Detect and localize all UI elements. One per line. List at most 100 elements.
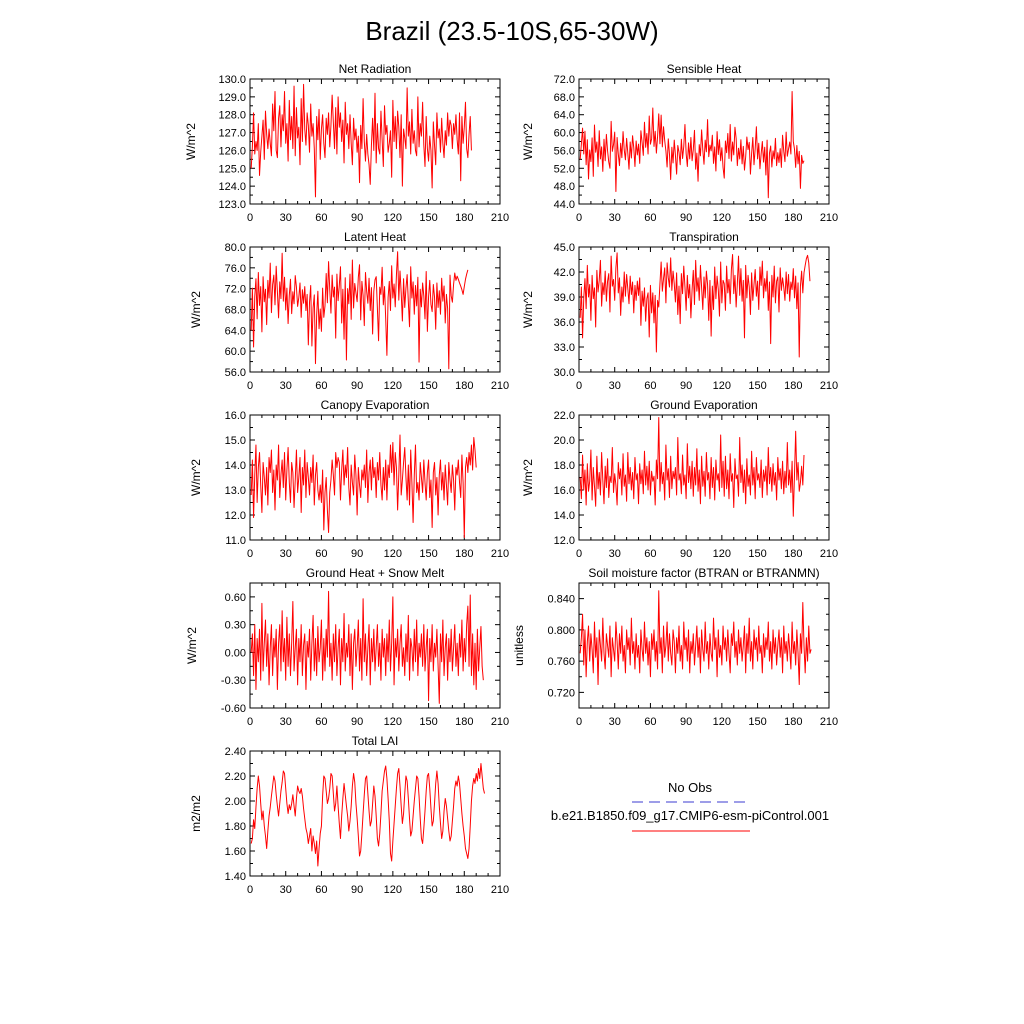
y-axis-label: W/m^2 [185, 627, 199, 664]
y-tick-label: 64.0 [554, 110, 575, 122]
x-tick-label: 90 [351, 380, 363, 392]
x-tick-label: 150 [419, 716, 437, 728]
panel-title: Net Radiation [339, 62, 412, 76]
legend-obs-label: No Obs [668, 780, 713, 795]
x-tick-label: 60 [315, 716, 327, 728]
series-line [250, 434, 477, 538]
x-tick-label: 210 [491, 884, 509, 896]
x-tick-label: 60 [315, 884, 327, 896]
x-tick-label: 30 [609, 716, 621, 728]
y-tick-label: 0.800 [547, 625, 575, 637]
panel-ground-evaporation: Ground Evaporation W/m^2 0 30 60 90 120 150 180 2… [521, 398, 838, 560]
panel-ground-heat-snow-melt: Ground Heat + Snow Melt W/m^2 0 30 60 90 120 15… [185, 566, 509, 728]
x-tick-label: 0 [576, 716, 582, 728]
y-axis-label: W/m^2 [184, 123, 198, 160]
x-tick-label: 150 [748, 380, 766, 392]
series-line [579, 91, 805, 199]
figure-title: Brazil (23.5-10S,65-30W) [365, 16, 658, 46]
x-tick-label: 60 [644, 380, 656, 392]
x-tick-label: 60 [644, 548, 656, 560]
x-tick-label: 120 [384, 380, 402, 392]
panel-net-radiation: Net Radiation W/m^2 0 30 60 90 120 150 180 210 123… [184, 62, 509, 224]
x-tick-label: 210 [820, 380, 838, 392]
series-line [250, 590, 484, 704]
panel-transpiration: Transpiration W/m^2 0 30 60 90 120 150 180 210 30.… [521, 230, 838, 392]
x-tick-label: 30 [280, 716, 292, 728]
legend-model-label: b.e21.B1850.f09_g17.CMIP6-esm-piControl.… [551, 808, 829, 823]
y-tick-label: 2.20 [225, 771, 246, 783]
panel-title: Sensible Heat [667, 62, 742, 76]
y-tick-label: 22.0 [554, 410, 575, 422]
y-tick-label: 14.0 [225, 460, 246, 472]
x-tick-label: 150 [419, 548, 437, 560]
y-tick-label: 18.0 [554, 460, 575, 472]
x-tick-label: 60 [315, 212, 327, 224]
x-tick-label: 0 [247, 884, 253, 896]
plot-frame [249, 750, 501, 877]
x-tick-label: 120 [713, 548, 731, 560]
x-tick-label: 90 [351, 884, 363, 896]
y-tick-label: 64.0 [225, 325, 246, 337]
x-tick-label: 210 [491, 716, 509, 728]
x-tick-label: 180 [784, 212, 802, 224]
y-tick-label: 16.0 [554, 485, 575, 497]
y-tick-label: 2.40 [225, 746, 246, 758]
y-tick-label: 80.0 [225, 242, 246, 254]
y-tick-label: 124.0 [218, 181, 246, 193]
x-tick-label: 60 [644, 212, 656, 224]
y-tick-label: 126.0 [218, 145, 246, 157]
y-axis-label: W/m^2 [189, 291, 203, 328]
x-tick-label: 30 [609, 380, 621, 392]
y-tick-label: 33.0 [554, 342, 575, 354]
x-tick-label: 120 [384, 884, 402, 896]
x-tick-label: 90 [680, 380, 692, 392]
y-tick-label: 0.60 [225, 592, 246, 604]
y-tick-label: 125.0 [218, 163, 246, 175]
x-tick-label: 210 [491, 212, 509, 224]
y-tick-label: 0.30 [225, 620, 246, 632]
y-tick-label: 14.0 [554, 510, 575, 522]
y-tick-label: -0.60 [221, 703, 246, 715]
y-tick-label: 68.0 [225, 305, 246, 317]
x-tick-label: 180 [784, 548, 802, 560]
x-tick-label: 210 [491, 380, 509, 392]
y-tick-label: 12.0 [554, 535, 575, 547]
y-tick-label: 130.0 [218, 74, 246, 86]
x-tick-label: 30 [280, 884, 292, 896]
x-tick-label: 90 [351, 548, 363, 560]
x-tick-label: 210 [820, 212, 838, 224]
y-tick-label: 44.0 [554, 199, 575, 211]
panel-soil-moisture-factor: Soil moisture factor (BTRAN or BTRANMN) u… [512, 566, 838, 728]
series-line [250, 83, 472, 198]
y-tick-label: 16.0 [225, 410, 246, 422]
series-line [250, 251, 469, 370]
x-tick-label: 90 [680, 212, 692, 224]
y-tick-label: 20.0 [554, 435, 575, 447]
x-tick-label: 90 [351, 212, 363, 224]
x-tick-label: 60 [644, 716, 656, 728]
panel-title: Latent Heat [344, 230, 407, 244]
x-tick-label: 0 [247, 716, 253, 728]
y-tick-label: 36.0 [554, 317, 575, 329]
x-tick-label: 90 [680, 548, 692, 560]
x-tick-label: 120 [713, 380, 731, 392]
x-tick-label: 30 [609, 212, 621, 224]
panel-latent-heat: Latent Heat W/m^2 0 30 60 90 120 150 180 210 56.0 6… [189, 230, 509, 392]
x-tick-label: 180 [455, 212, 473, 224]
y-tick-label: 0.00 [225, 647, 246, 659]
y-tick-label: 129.0 [218, 92, 246, 104]
x-tick-label: 150 [748, 716, 766, 728]
x-tick-label: 120 [384, 548, 402, 560]
y-tick-label: 0.760 [547, 656, 575, 668]
x-tick-label: 0 [576, 212, 582, 224]
y-tick-label: 56.0 [554, 145, 575, 157]
y-axis-label: W/m^2 [521, 291, 535, 328]
x-tick-label: 90 [680, 716, 692, 728]
x-tick-label: 180 [784, 380, 802, 392]
panel-title: Transpiration [669, 230, 739, 244]
x-tick-label: 60 [315, 380, 327, 392]
y-tick-label: 15.0 [225, 435, 246, 447]
x-tick-label: 180 [455, 884, 473, 896]
x-tick-label: 180 [455, 716, 473, 728]
x-tick-label: 210 [491, 548, 509, 560]
